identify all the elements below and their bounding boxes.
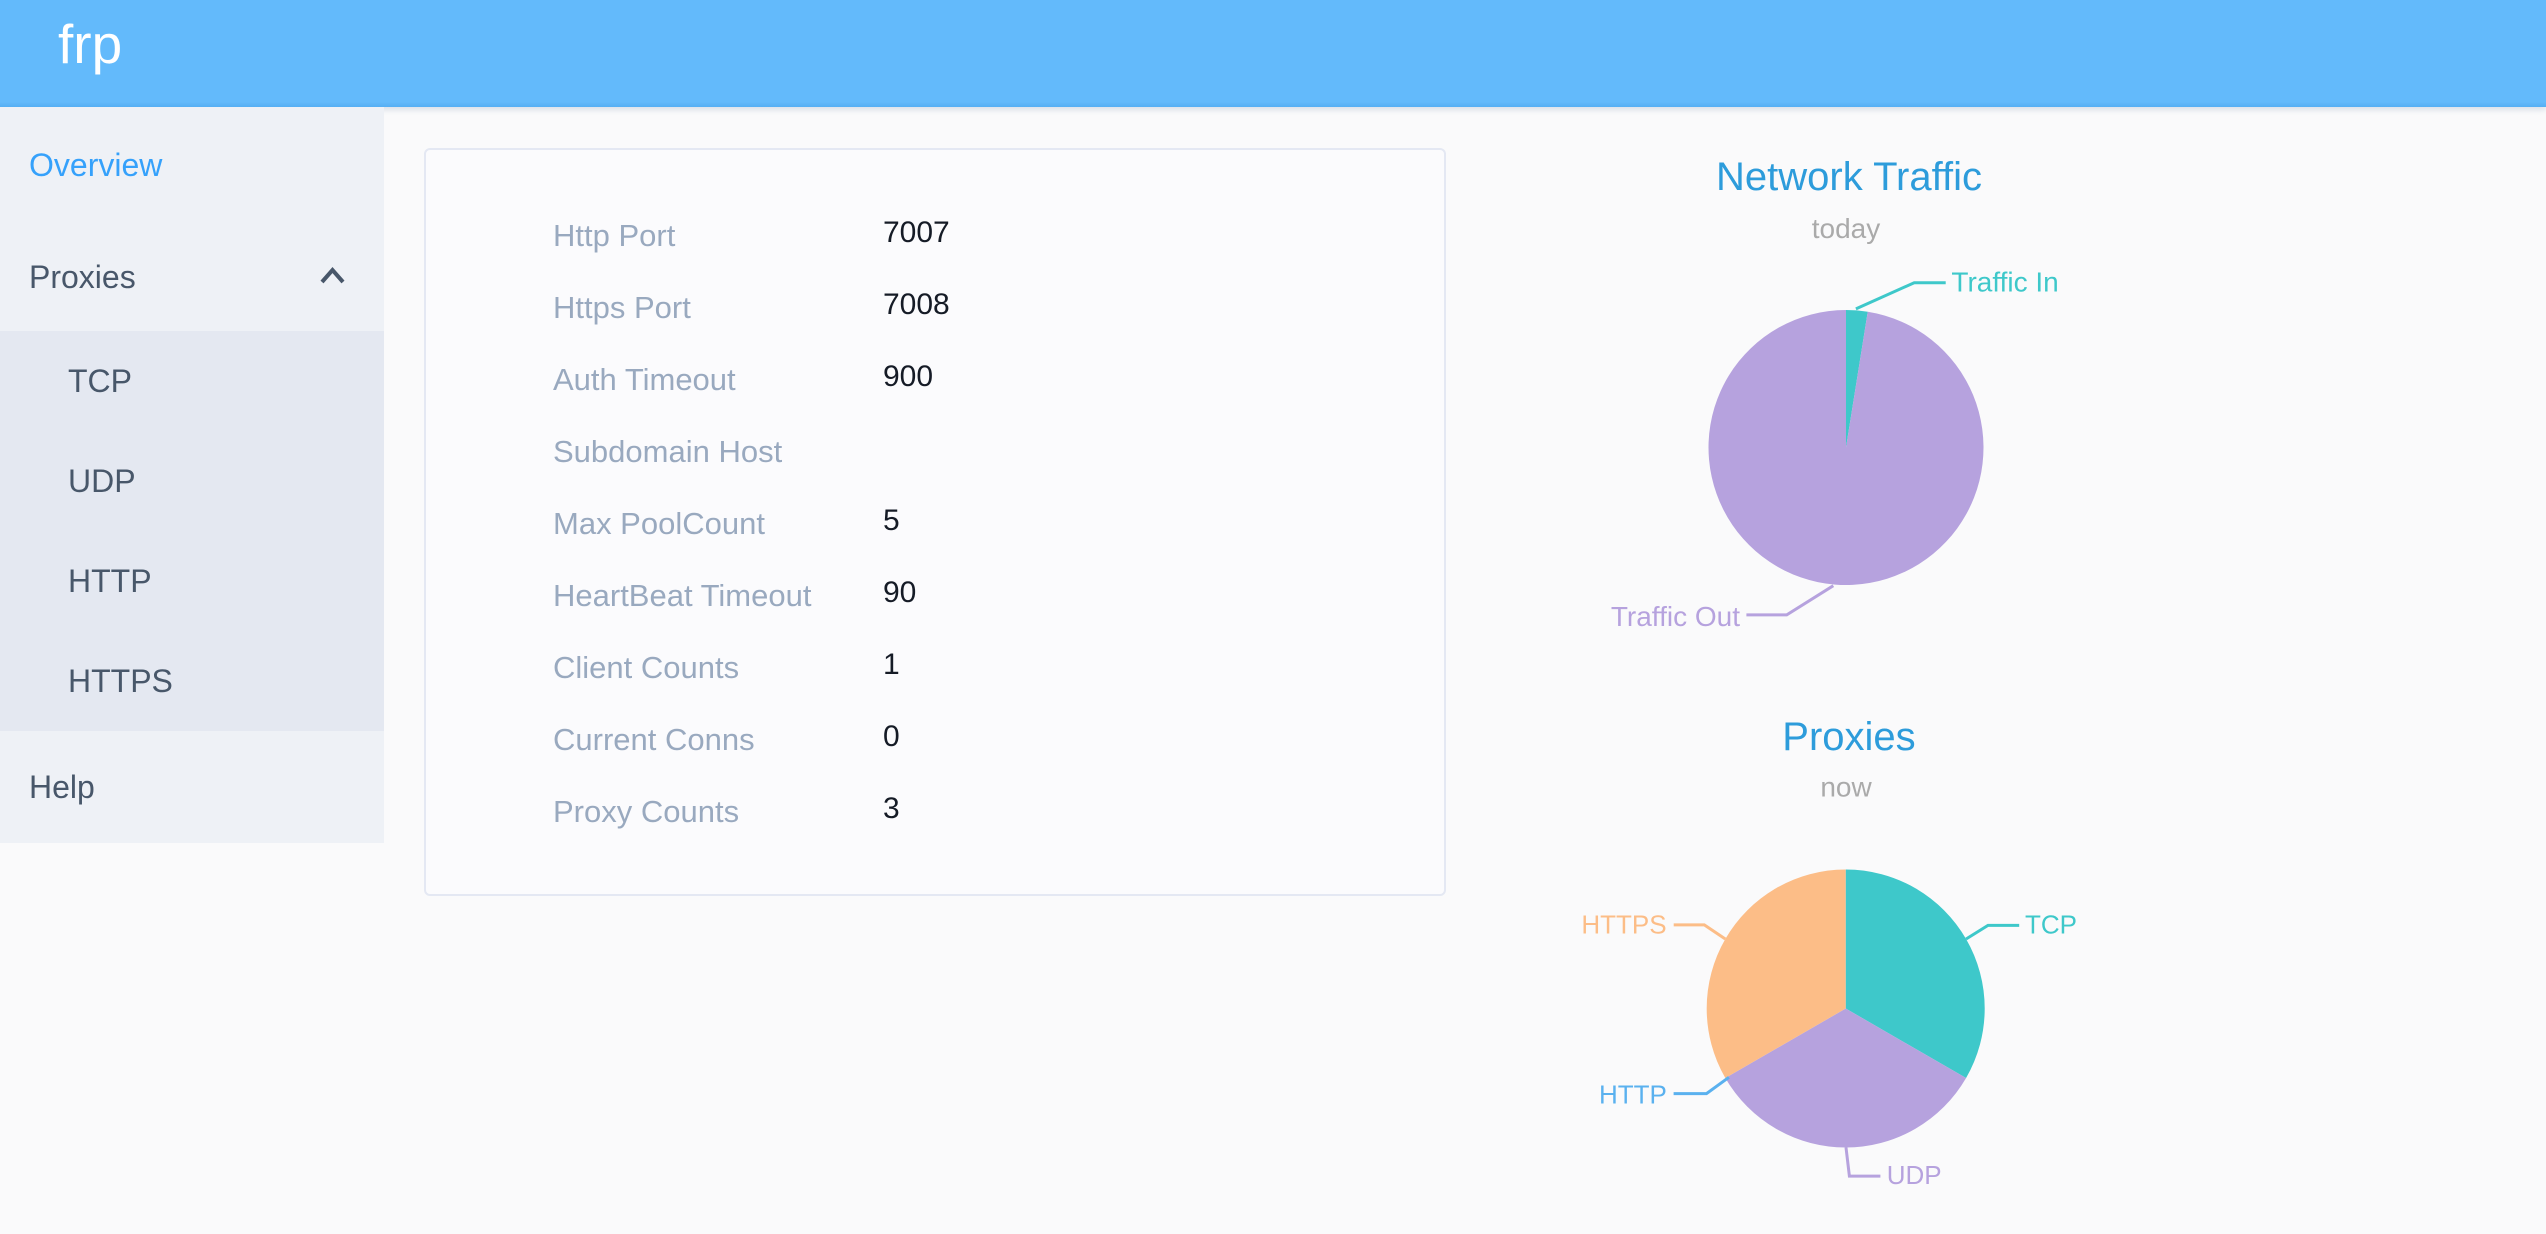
svg-text:Traffic In: Traffic In [1951, 267, 2058, 298]
svg-text:HTTP: HTTP [1599, 1079, 1667, 1109]
svg-text:Network Traffic: Network Traffic [1716, 155, 1982, 199]
svg-text:TCP: TCP [2025, 910, 2077, 940]
svg-text:HTTPS: HTTPS [1581, 910, 1666, 940]
svg-text:UDP: UDP [1887, 1160, 1942, 1190]
svg-text:now: now [1820, 772, 1872, 803]
svg-text:Proxies: Proxies [1782, 715, 1915, 759]
svg-text:Traffic Out: Traffic Out [1611, 601, 1740, 632]
svg-text:today: today [1812, 213, 1881, 244]
